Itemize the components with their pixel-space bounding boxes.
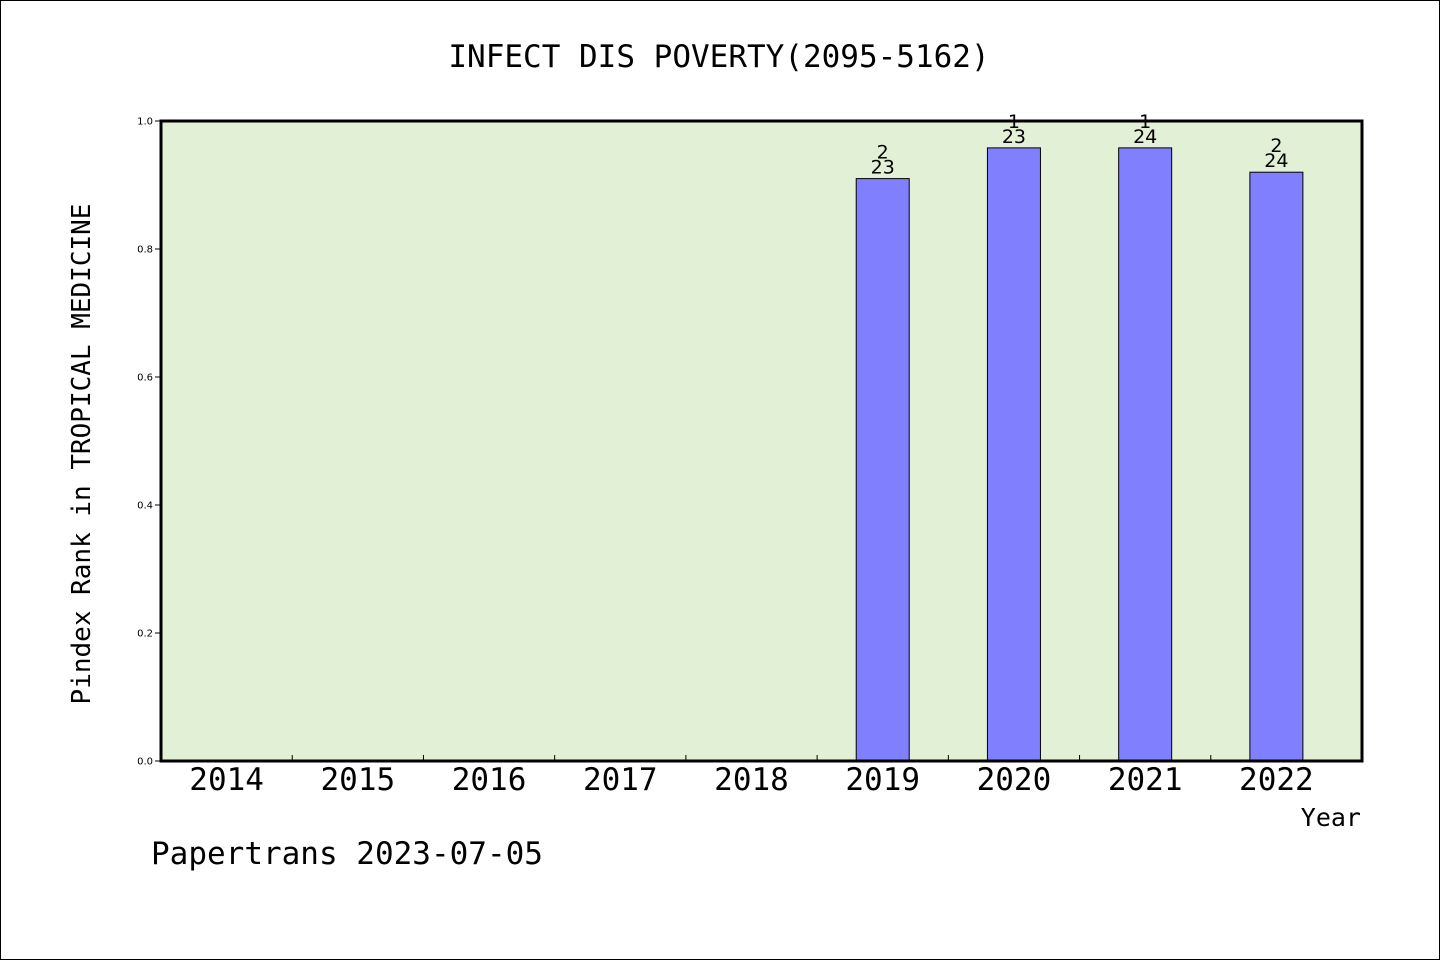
bar-2020 (986, 147, 1041, 762)
y-tick-label: 1.0 (137, 117, 153, 128)
y-axis-ticks: 0.0 0.2 0.4 0.6 0.8 1.0 (137, 117, 161, 768)
y-axis-label: Pindex Rank in TROPICAL MEDICINE (67, 204, 97, 705)
bar-total-label: 23 (871, 157, 895, 179)
x-axis-ticks: 2014 2015 2016 2017 2018 2019 2020 2021 2022 (189, 755, 1314, 798)
bar-total-label: 23 (1002, 126, 1026, 148)
bar-total-label: 24 (1133, 126, 1157, 148)
y-tick-label: 0.2 (137, 629, 153, 640)
bar-2021 (1118, 147, 1173, 762)
y-tick-label: 0.8 (137, 245, 153, 256)
bar-rank-label: 2 (1270, 135, 1282, 157)
bar-rank-label: 2 (877, 142, 889, 164)
y-tick-label: 0.0 (137, 757, 153, 768)
x-tick-label: 2021 (1108, 762, 1183, 798)
y-tick-label: 0.4 (137, 501, 153, 512)
y-tick-label: 0.6 (137, 373, 153, 384)
bar-total-label: 24 (1264, 150, 1288, 172)
bar-2019 (855, 178, 910, 762)
x-tick-label: 2020 (977, 762, 1052, 798)
x-tick-label: 2016 (452, 762, 527, 798)
bars (855, 147, 1304, 762)
chart-title: INFECT DIS POVERTY(2095-5162) (448, 39, 989, 75)
plot-border (159, 119, 1364, 763)
x-tick-label: 2018 (714, 762, 789, 798)
x-tick-label: 2015 (321, 762, 396, 798)
x-tick-label: 2019 (845, 762, 920, 798)
x-axis-label: Year (1301, 803, 1361, 832)
bar-2022 (1249, 171, 1304, 762)
x-tick-label: 2017 (583, 762, 658, 798)
x-tick-label: 2022 (1239, 762, 1314, 798)
plot-area (161, 121, 1362, 761)
x-tick-label: 2014 (189, 762, 264, 798)
watermark: Papertrans 2023-07-05 (151, 836, 543, 872)
